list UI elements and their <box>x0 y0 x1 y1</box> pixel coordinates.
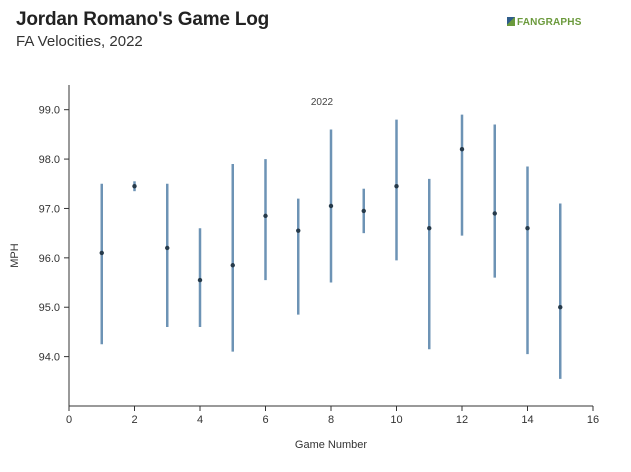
x-tick-label: 6 <box>262 414 268 426</box>
velocity-mean-point <box>296 228 301 233</box>
y-tick-label: 99.0 <box>39 105 60 117</box>
chart-title: Jordan Romano's Game Log <box>16 9 270 30</box>
x-tick-label: 8 <box>328 414 334 426</box>
x-tick-label: 0 <box>66 414 72 426</box>
velocity-mean-point <box>427 226 432 231</box>
velocity-mean-point <box>361 208 366 214</box>
chart-marks <box>99 114 563 379</box>
velocity-mean-point <box>197 277 203 283</box>
velocity-mean-point <box>525 226 530 231</box>
chart-subtitle: FA Velocities, 2022 <box>16 33 143 50</box>
x-tick-label: 10 <box>390 414 402 426</box>
series-year-label: 2022 <box>311 97 334 108</box>
fangraphs-logo[interactable]: FANGRAPHS <box>507 17 582 28</box>
y-tick-label: 98.0 <box>39 154 60 166</box>
velocity-mean-point <box>459 147 465 152</box>
y-tick-label: 94.0 <box>39 352 60 364</box>
y-axis-ticks: 94.0 95.0 96.0 97.0 98.0 99.0 <box>39 105 69 364</box>
fangraphs-logo-icon <box>507 17 515 26</box>
x-axis-ticks: 0 2 4 6 8 10 12 14 16 <box>66 406 599 426</box>
velocity-mean-point <box>99 250 104 256</box>
y-tick-label: 96.0 <box>39 253 60 265</box>
x-tick-label: 14 <box>521 414 533 426</box>
x-tick-label: 16 <box>587 414 599 426</box>
velocity-mean-point <box>263 213 268 219</box>
velocity-mean-point <box>132 184 137 189</box>
velocity-mean-point <box>165 245 170 251</box>
velocity-mean-point <box>558 305 563 310</box>
velocity-mean-point <box>328 203 334 209</box>
velocity-mean-point <box>230 263 235 268</box>
x-axis-title: Game Number <box>295 439 367 451</box>
y-tick-label: 95.0 <box>39 302 60 314</box>
velocity-mean-point <box>492 211 497 216</box>
velocity-mean-point <box>394 184 399 189</box>
x-tick-label: 2 <box>131 414 137 426</box>
fangraphs-logo-text: FANGRAPHS <box>517 17 582 28</box>
x-tick-label: 4 <box>197 414 203 426</box>
y-axis-title: MPH <box>9 243 21 268</box>
y-tick-label: 97.0 <box>39 203 60 215</box>
x-tick-label: 12 <box>456 414 468 426</box>
